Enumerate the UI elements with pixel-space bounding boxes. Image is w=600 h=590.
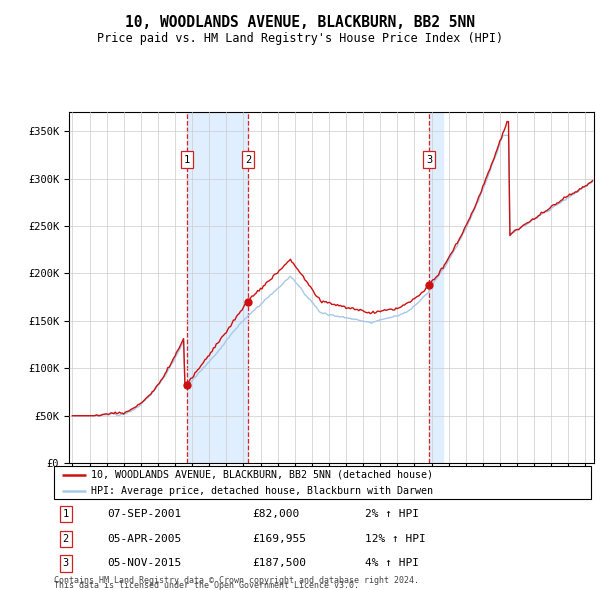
Text: 10, WOODLANDS AVENUE, BLACKBURN, BB2 5NN: 10, WOODLANDS AVENUE, BLACKBURN, BB2 5NN: [125, 15, 475, 30]
Text: 1: 1: [62, 509, 69, 519]
Text: 2% ↑ HPI: 2% ↑ HPI: [365, 509, 419, 519]
FancyBboxPatch shape: [54, 466, 591, 499]
Text: 10, WOODLANDS AVENUE, BLACKBURN, BB2 5NN (detached house): 10, WOODLANDS AVENUE, BLACKBURN, BB2 5NN…: [91, 470, 433, 480]
Text: £82,000: £82,000: [253, 509, 300, 519]
Text: 05-NOV-2015: 05-NOV-2015: [108, 559, 182, 568]
Text: £187,500: £187,500: [253, 559, 307, 568]
Text: 2: 2: [245, 155, 251, 165]
Text: £169,955: £169,955: [253, 534, 307, 543]
Text: 1: 1: [184, 155, 190, 165]
Text: 07-SEP-2001: 07-SEP-2001: [108, 509, 182, 519]
Text: Price paid vs. HM Land Registry's House Price Index (HPI): Price paid vs. HM Land Registry's House …: [97, 32, 503, 45]
Text: HPI: Average price, detached house, Blackburn with Darwen: HPI: Average price, detached house, Blac…: [91, 486, 433, 496]
Bar: [429, 112, 443, 463]
Text: 2: 2: [62, 534, 69, 543]
Text: 3: 3: [426, 155, 432, 165]
Bar: [187, 112, 248, 463]
Text: 12% ↑ HPI: 12% ↑ HPI: [365, 534, 426, 543]
Text: 4% ↑ HPI: 4% ↑ HPI: [365, 559, 419, 568]
Text: 3: 3: [62, 559, 69, 568]
Text: This data is licensed under the Open Government Licence v3.0.: This data is licensed under the Open Gov…: [54, 581, 359, 590]
Text: 05-APR-2005: 05-APR-2005: [108, 534, 182, 543]
Text: Contains HM Land Registry data © Crown copyright and database right 2024.: Contains HM Land Registry data © Crown c…: [54, 576, 419, 585]
